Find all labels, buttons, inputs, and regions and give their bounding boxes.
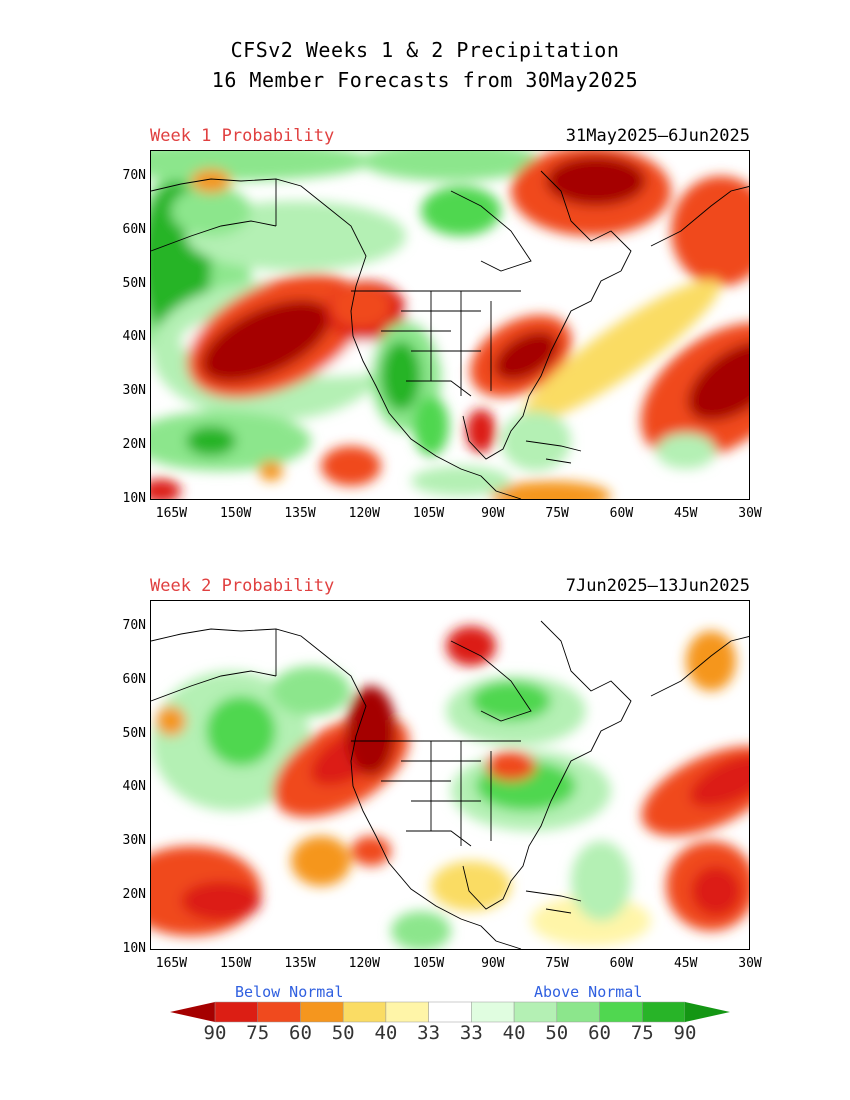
week2-map-svg — [151, 620, 749, 949]
lon-tick-label: 60W — [609, 956, 634, 971]
lon-tick-label: 90W — [481, 956, 505, 971]
lon-tick-label: 90W — [481, 506, 505, 521]
legend-below-normal: Below Normal — [235, 983, 344, 1001]
lat-tick-label: 40N — [122, 779, 146, 795]
lon-tick-label: 75W — [545, 956, 569, 971]
figure-title-line2: 16 Member Forecasts from 30May2025 — [211, 68, 639, 92]
lat-tick-label: 20N — [122, 437, 146, 453]
week1-probability-field — [151, 151, 749, 499]
lon-tick-label: 45W — [673, 956, 698, 971]
colorbar-cell — [214, 1001, 258, 1023]
colorbar-label: 60 — [289, 1022, 312, 1044]
colorbar-arrow-right — [685, 1002, 730, 1022]
colorbar-label: 40 — [502, 1022, 526, 1044]
lon-tick-label: 120W — [348, 956, 380, 971]
legend-colorbar — [170, 1001, 730, 1023]
colorbar-label: 60 — [588, 1022, 611, 1044]
lon-tick-label: 150W — [220, 506, 252, 521]
colorbar-label: 50 — [545, 1022, 569, 1044]
lat-tick-label: 70N — [122, 617, 146, 633]
colorbar-cell — [513, 1001, 558, 1023]
lon-tick-label: 165W — [155, 956, 188, 971]
colorbar-cell — [385, 1001, 429, 1023]
lat-tick-label: 20N — [122, 887, 146, 903]
colorbar-cell — [471, 1001, 515, 1023]
colorbar-label: 75 — [246, 1022, 270, 1044]
lon-tick-label: 45W — [673, 506, 698, 521]
colorbar-cell — [300, 1001, 344, 1023]
colorbar-label: 33 — [459, 1022, 483, 1044]
colorbar-cell — [642, 1001, 686, 1023]
week1-dates: 31May2025—6Jun2025 — [565, 126, 750, 146]
lat-tick-label: 40N — [122, 329, 146, 345]
week1-coastlines — [151, 170, 749, 499]
legend-above-normal: Above Normal — [534, 983, 643, 1001]
week2-map — [150, 600, 750, 950]
colorbar-cell — [428, 1001, 472, 1023]
week1-map — [150, 150, 750, 500]
colorbar-label: 90 — [673, 1022, 697, 1044]
lon-tick-label: 30W — [738, 956, 762, 971]
lat-tick-label: 60N — [122, 221, 146, 237]
colorbar-cell — [556, 1001, 600, 1023]
lat-tick-label: 50N — [122, 725, 146, 741]
lat-tick-label: 10N — [122, 941, 146, 956]
week2-coastlines — [151, 620, 749, 949]
colorbar-cell — [599, 1001, 643, 1023]
lat-tick-label: 60N — [122, 671, 146, 687]
lon-tick-label: 135W — [284, 956, 316, 971]
lon-tick-label: 165W — [155, 506, 188, 521]
lat-tick-label: 50N — [122, 275, 146, 291]
lon-tick-label: 120W — [348, 506, 380, 521]
week2-label: Week 2 Probability — [150, 576, 335, 596]
lat-tick-label: 30N — [122, 833, 146, 849]
colorbar-label: 50 — [331, 1022, 355, 1044]
lon-tick-label: 60W — [609, 506, 634, 521]
lon-tick-label: 30W — [738, 506, 762, 521]
lon-tick-label: 135W — [284, 506, 316, 521]
colorbar-arrow-left — [170, 1002, 215, 1022]
colorbar-label: 40 — [374, 1022, 398, 1044]
lon-tick-label: 150W — [220, 956, 252, 971]
colorbar-label: 75 — [630, 1022, 654, 1044]
week2-dates: 7Jun2025—13Jun2025 — [565, 576, 750, 596]
week1-map-svg — [151, 151, 749, 499]
lat-tick-label: 70N — [122, 167, 146, 183]
colorbar-cell — [257, 1001, 301, 1023]
colorbar-cell — [342, 1001, 387, 1023]
colorbar-label: 90 — [203, 1022, 227, 1044]
colorbar-label: 33 — [417, 1022, 441, 1044]
lon-tick-label: 105W — [412, 956, 445, 971]
lon-tick-label: 75W — [545, 506, 569, 521]
week1-label: Week 1 Probability — [150, 126, 335, 146]
lat-tick-label: 30N — [122, 383, 146, 399]
lat-tick-label: 10N — [122, 491, 146, 506]
figure-title-line1: CFSv2 Weeks 1 & 2 Precipitation — [230, 38, 620, 62]
week2-probability-field — [151, 626, 749, 949]
lon-tick-label: 105W — [412, 506, 445, 521]
